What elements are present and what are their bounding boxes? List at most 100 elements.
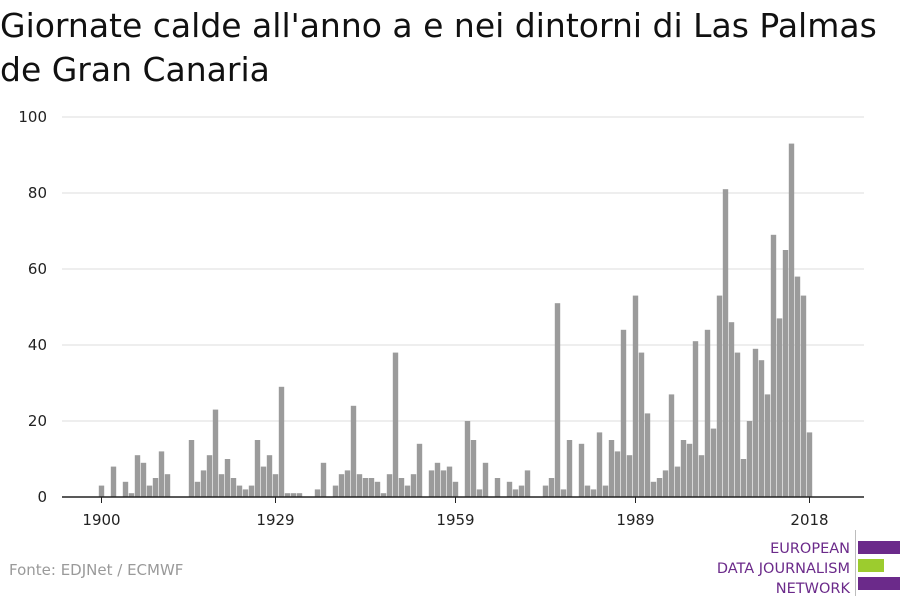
bar-1950 bbox=[398, 478, 405, 497]
logo-bar-top bbox=[858, 541, 900, 554]
x-tick-label: 1929 bbox=[256, 511, 294, 529]
x-tick-label: 1989 bbox=[616, 511, 654, 529]
bar-1970 bbox=[518, 485, 525, 497]
x-tick-label: 1900 bbox=[82, 511, 120, 529]
bar-1923 bbox=[236, 485, 243, 497]
bar-1921 bbox=[224, 459, 231, 497]
bar-1964 bbox=[482, 462, 489, 497]
logo-bar-bottom bbox=[858, 577, 900, 590]
logo-line-european: EUROPEAN bbox=[770, 541, 850, 557]
bar-1997 bbox=[680, 440, 687, 497]
bar-1991 bbox=[644, 413, 651, 497]
bar-1917 bbox=[200, 470, 207, 497]
bar-1994 bbox=[662, 470, 669, 497]
bar-1968 bbox=[506, 481, 513, 497]
bar-1930 bbox=[278, 386, 285, 497]
bar-2000 bbox=[698, 455, 705, 497]
bar-1949 bbox=[392, 352, 399, 497]
bar-1925 bbox=[248, 485, 255, 497]
bar-1992 bbox=[650, 481, 657, 497]
bar-1942 bbox=[350, 405, 357, 497]
bar-1919 bbox=[212, 409, 219, 497]
bar-2018 bbox=[806, 432, 813, 497]
logo-line-network: NETWORK bbox=[775, 581, 850, 597]
bar-1995 bbox=[668, 394, 675, 497]
bar-1933 bbox=[296, 493, 303, 497]
bar-1957 bbox=[440, 470, 447, 497]
bar-1910 bbox=[158, 451, 165, 497]
bar-2005 bbox=[728, 322, 735, 497]
bar-2017 bbox=[800, 295, 807, 497]
bar-1929 bbox=[272, 474, 279, 497]
bar-1980 bbox=[578, 443, 585, 497]
bar-2007 bbox=[740, 459, 747, 497]
bar-1971 bbox=[524, 470, 531, 497]
x-tick-label: 1959 bbox=[436, 511, 474, 529]
grid-lines bbox=[62, 116, 864, 422]
bar-1981 bbox=[584, 485, 591, 497]
bar-1906 bbox=[134, 455, 141, 497]
bar-1937 bbox=[320, 462, 327, 497]
bar-1924 bbox=[242, 489, 249, 497]
bar-1961 bbox=[464, 421, 471, 497]
bar-1986 bbox=[614, 451, 621, 497]
bar-1927 bbox=[260, 466, 267, 497]
bar-1951 bbox=[404, 485, 411, 497]
bar-1984 bbox=[602, 485, 609, 497]
bar-1916 bbox=[194, 481, 201, 497]
bar-1940 bbox=[338, 474, 345, 497]
bar-1974 bbox=[542, 485, 549, 497]
bar-1936 bbox=[314, 489, 321, 497]
bar-1943 bbox=[356, 474, 363, 497]
bar-1915 bbox=[188, 440, 195, 497]
bar-1946 bbox=[374, 481, 381, 497]
bar-1944 bbox=[362, 478, 369, 497]
chart-title: Giornate calde all'anno a e nei dintorni… bbox=[0, 6, 877, 89]
bar-1978 bbox=[566, 440, 573, 497]
bar-1948 bbox=[386, 474, 393, 497]
bar-2010 bbox=[758, 360, 765, 497]
bar-2004 bbox=[722, 189, 729, 497]
bar-1931 bbox=[284, 493, 291, 497]
bar-1953 bbox=[416, 443, 423, 497]
bar-1987 bbox=[620, 329, 627, 497]
bar-1955 bbox=[428, 470, 435, 497]
bar-1990 bbox=[638, 352, 645, 497]
bar-1976 bbox=[554, 303, 561, 497]
bar-1983 bbox=[596, 432, 603, 497]
bar-1966 bbox=[494, 478, 501, 497]
bar-1909 bbox=[152, 478, 159, 497]
bar-1907 bbox=[140, 462, 147, 497]
bar-2012 bbox=[770, 234, 777, 498]
logo-bar-middle bbox=[858, 559, 884, 572]
bar-1998 bbox=[686, 443, 693, 497]
bar-1920 bbox=[218, 474, 225, 497]
bar-2009 bbox=[752, 348, 759, 497]
source-note: Fonte: EDJNet / ECMWF bbox=[9, 561, 184, 579]
y-tick-label: 40 bbox=[28, 336, 47, 354]
bar-1958 bbox=[446, 466, 453, 497]
bar-2014 bbox=[782, 250, 789, 497]
bar-1959 bbox=[452, 481, 459, 497]
y-axis-ticks: 0 20 40 60 80 100 bbox=[18, 108, 47, 506]
bar-1993 bbox=[656, 478, 663, 497]
bar-1969 bbox=[512, 489, 519, 497]
bar-1902 bbox=[110, 466, 117, 497]
bar-1982 bbox=[590, 489, 597, 497]
bar-2001 bbox=[704, 329, 711, 497]
bar-1900 bbox=[98, 485, 105, 497]
bar-1999 bbox=[692, 341, 699, 497]
bar-1977 bbox=[560, 489, 567, 497]
bar-1947 bbox=[380, 493, 387, 497]
bar-2016 bbox=[794, 276, 801, 497]
bar-1989 bbox=[632, 295, 639, 497]
bar-2011 bbox=[764, 394, 771, 497]
bars bbox=[98, 143, 813, 498]
bar-1985 bbox=[608, 440, 615, 497]
bar-1922 bbox=[230, 478, 237, 497]
bar-1905 bbox=[128, 493, 135, 497]
bar-1975 bbox=[548, 478, 555, 497]
bar-1926 bbox=[254, 440, 261, 497]
bar-1988 bbox=[626, 455, 633, 497]
